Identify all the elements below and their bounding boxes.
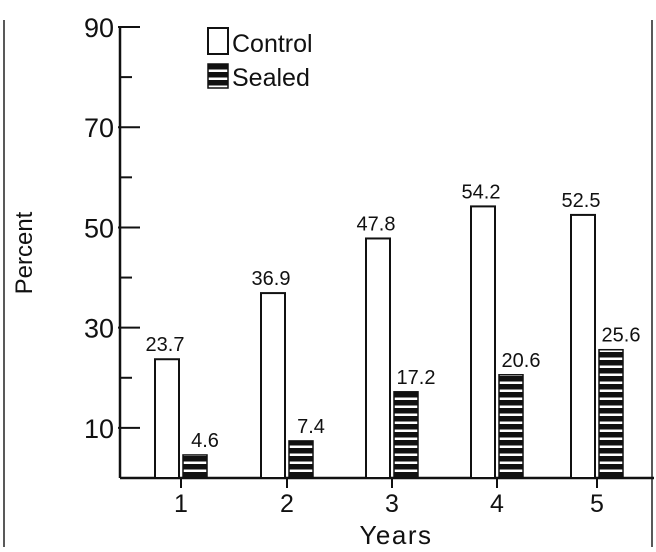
bar-sealed-year-4 bbox=[498, 374, 524, 479]
bar-control-year-4 bbox=[470, 205, 496, 480]
x-tick-label-2: 2 bbox=[280, 490, 294, 518]
bar-sealed-year-3 bbox=[393, 391, 419, 479]
bar-sealed-year-5 bbox=[598, 348, 624, 479]
data-label-sealed-year-1: 4.6 bbox=[191, 430, 219, 452]
data-label-sealed-year-5: 25.6 bbox=[602, 325, 641, 347]
bar-sealed-year-1 bbox=[182, 454, 208, 479]
y-tick-label-90: 90 bbox=[84, 13, 114, 43]
y-tick-label-50: 50 bbox=[84, 213, 114, 243]
data-label-control-year-5: 52.5 bbox=[562, 190, 601, 212]
y-tick-label-70: 70 bbox=[84, 113, 114, 143]
legend-swatch-control bbox=[207, 27, 229, 55]
legend-swatch-sealed bbox=[207, 63, 229, 89]
data-label-control-year-1: 23.7 bbox=[146, 334, 185, 356]
legend: Control Sealed bbox=[207, 27, 313, 92]
y-tick-label-10: 10 bbox=[84, 414, 114, 444]
x-tick-label-4: 4 bbox=[490, 490, 504, 518]
data-label-sealed-year-2: 7.4 bbox=[297, 416, 325, 438]
bar-control-year-1 bbox=[154, 358, 180, 479]
data-label-control-year-3: 47.8 bbox=[357, 213, 396, 235]
x-tick-label-3: 3 bbox=[385, 490, 399, 518]
x-tick-label-5: 5 bbox=[590, 490, 604, 518]
y-tick-label-30: 30 bbox=[84, 314, 114, 344]
data-label-sealed-year-4: 20.6 bbox=[502, 350, 541, 372]
data-label-control-year-2: 36.9 bbox=[252, 268, 291, 290]
y-axis-title: Percent bbox=[11, 211, 38, 294]
bar-control-year-2 bbox=[260, 292, 286, 479]
bar-control-year-5 bbox=[570, 213, 596, 480]
legend-label-sealed: Sealed bbox=[232, 64, 310, 92]
x-tick-label-1: 1 bbox=[174, 490, 188, 518]
legend-label-control: Control bbox=[232, 30, 313, 58]
bar-sealed-year-2 bbox=[288, 440, 314, 479]
bar-control-year-3 bbox=[365, 237, 391, 479]
x-axis-title: Years bbox=[359, 520, 432, 547]
data-label-sealed-year-3: 17.2 bbox=[397, 367, 436, 389]
data-label-control-year-4: 54.2 bbox=[462, 181, 501, 203]
